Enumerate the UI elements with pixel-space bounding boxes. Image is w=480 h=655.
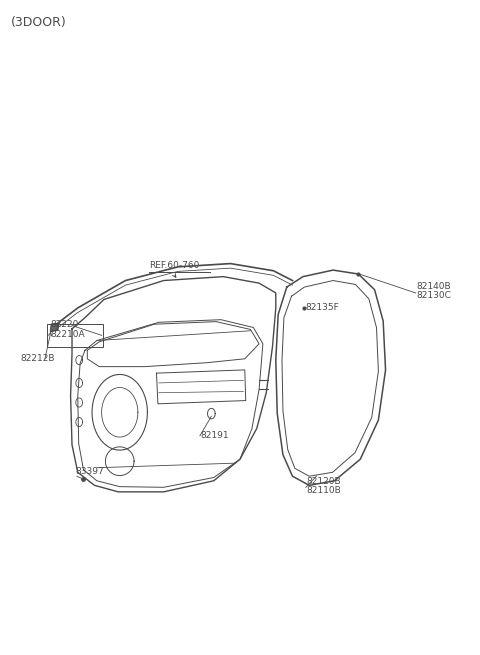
Text: 82220: 82220 bbox=[50, 320, 79, 329]
Text: 82210A: 82210A bbox=[50, 330, 85, 339]
Text: 82191: 82191 bbox=[201, 431, 229, 440]
Text: (3DOOR): (3DOOR) bbox=[11, 16, 67, 29]
Text: 82212B: 82212B bbox=[21, 354, 55, 363]
Polygon shape bbox=[50, 324, 59, 331]
Text: 82110B: 82110B bbox=[307, 486, 342, 495]
Text: REF.60-760: REF.60-760 bbox=[149, 261, 200, 270]
Text: 83397: 83397 bbox=[75, 467, 104, 476]
Text: 82120B: 82120B bbox=[307, 477, 341, 486]
Text: 82140B: 82140B bbox=[417, 282, 451, 291]
Text: 82130C: 82130C bbox=[417, 291, 452, 300]
Text: 82135F: 82135F bbox=[306, 303, 340, 312]
